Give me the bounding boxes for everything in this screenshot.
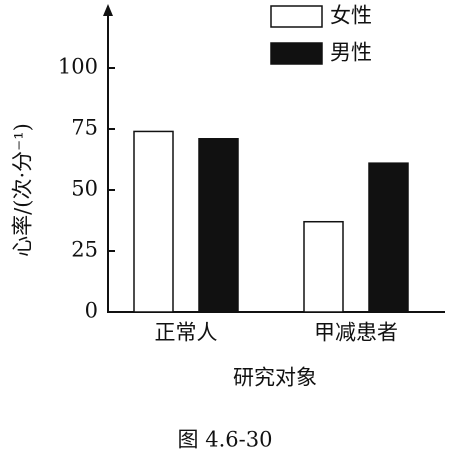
caption: 图 4.6-30 bbox=[178, 428, 273, 452]
bar bbox=[133, 130, 174, 313]
legend-label: 男性 bbox=[330, 41, 372, 65]
legend-label: 女性 bbox=[330, 4, 372, 28]
y-tick-label: 50 bbox=[71, 177, 98, 201]
legend-swatch bbox=[270, 42, 323, 65]
y-tick-label: 100 bbox=[58, 55, 98, 79]
bar bbox=[303, 220, 344, 313]
bar bbox=[368, 162, 409, 313]
y-tick-label: 25 bbox=[71, 238, 98, 262]
y-tick-label: 75 bbox=[71, 116, 98, 140]
bar bbox=[198, 138, 239, 313]
x-axis-label: 研究对象 bbox=[233, 366, 317, 390]
x-tick-label: 甲减患者 bbox=[314, 321, 398, 345]
y-tick-label: 0 bbox=[85, 299, 98, 323]
x-tick-label: 正常人 bbox=[155, 321, 218, 345]
y-axis-label: 心率/(次·分⁻¹) bbox=[11, 123, 35, 257]
legend-swatch bbox=[270, 5, 323, 28]
axis-arrow bbox=[103, 4, 113, 16]
